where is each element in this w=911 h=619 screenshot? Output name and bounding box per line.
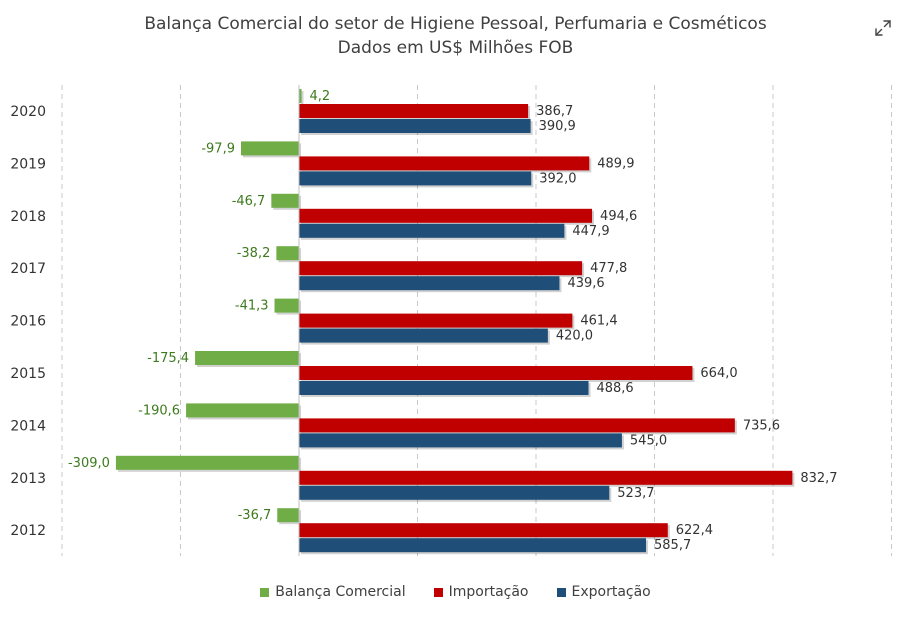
year-label-2018: 2018 — [10, 209, 46, 225]
bar-exportacao-2020[interactable] — [299, 119, 531, 133]
bar-importacao-2015[interactable] — [299, 366, 693, 380]
expand-icon[interactable] — [873, 18, 893, 38]
value-label-balanca-2014: -190,6 — [138, 403, 180, 418]
year-label-2015: 2015 — [10, 366, 46, 382]
bar-balanca-2017[interactable] — [276, 246, 299, 261]
value-label-exportacao-2018: 447,9 — [572, 224, 609, 239]
value-label-exportacao-2014: 545,0 — [630, 433, 667, 448]
year-label-2014: 2014 — [10, 418, 46, 434]
value-label-importacao-2017: 477,8 — [590, 261, 627, 276]
value-label-exportacao-2013: 523,7 — [617, 486, 654, 501]
bar-importacao-2013[interactable] — [299, 470, 793, 485]
bar-importacao-2020[interactable] — [299, 104, 529, 118]
year-label-2013: 2013 — [10, 471, 46, 487]
value-label-importacao-2018: 494,6 — [600, 209, 637, 224]
legend-item-balanca[interactable]: Balança Comercial — [260, 584, 406, 600]
bar-balanca-2012[interactable] — [277, 508, 299, 523]
value-label-exportacao-2019: 392,0 — [539, 171, 576, 186]
value-label-importacao-2012: 622,4 — [676, 523, 713, 538]
legend-swatch-exportacao — [556, 587, 566, 597]
value-label-balanca-2019: -97,9 — [201, 141, 235, 156]
bar-balanca-2019[interactable] — [240, 141, 299, 156]
value-label-importacao-2020: 386,7 — [536, 104, 573, 119]
bar-balanca-2014[interactable] — [186, 403, 299, 418]
bar-balanca-2018[interactable] — [271, 193, 299, 208]
bar-exportacao-2013[interactable] — [299, 485, 610, 500]
bar-importacao-2014[interactable] — [299, 418, 735, 433]
value-label-exportacao-2012: 585,7 — [654, 538, 691, 553]
bar-balanca-2016[interactable] — [274, 298, 299, 313]
value-label-exportacao-2015: 488,6 — [596, 381, 633, 396]
value-label-balanca-2012: -36,7 — [238, 508, 272, 523]
value-label-importacao-2013: 832,7 — [800, 471, 837, 486]
bar-importacao-2017[interactable] — [299, 261, 583, 276]
bar-balanca-2020[interactable] — [299, 89, 302, 103]
value-label-balanca-2016: -41,3 — [235, 299, 269, 314]
bars — [115, 89, 795, 555]
bar-exportacao-2017[interactable] — [299, 276, 560, 291]
value-label-balanca-2015: -175,4 — [147, 351, 189, 366]
bar-importacao-2012[interactable] — [299, 523, 668, 538]
value-label-balanca-2018: -46,7 — [232, 194, 266, 209]
year-label-2012: 2012 — [10, 523, 46, 539]
bar-exportacao-2015[interactable] — [299, 381, 589, 395]
year-label-2017: 2017 — [10, 261, 46, 277]
bar-exportacao-2019[interactable] — [299, 171, 532, 186]
legend-item-importacao[interactable]: Importação — [433, 584, 529, 600]
legend-swatch-importacao — [433, 587, 443, 597]
legend-label-balanca: Balança Comercial — [275, 584, 406, 600]
bar-exportacao-2014[interactable] — [299, 433, 622, 448]
year-label-2016: 2016 — [10, 314, 46, 330]
bar-exportacao-2018[interactable] — [299, 223, 565, 238]
value-label-exportacao-2017: 439,6 — [567, 276, 604, 291]
value-label-balanca-2013: -309,0 — [68, 456, 110, 471]
legend-label-importacao: Importação — [448, 584, 529, 600]
value-label-importacao-2015: 664,0 — [700, 366, 737, 381]
category-axis-labels: 2020 2019 2018 2017 2016 2015 2014 2013 2012 — [10, 104, 46, 539]
bar-exportacao-2016[interactable] — [299, 328, 548, 343]
bar-shadow-balanca-2020 — [301, 91, 304, 105]
bar-importacao-2016[interactable] — [299, 313, 573, 328]
value-label-importacao-2016: 461,4 — [580, 314, 617, 329]
bar-balanca-2015[interactable] — [195, 351, 299, 365]
legend: Balança Comercial Importação Exportação — [0, 584, 911, 600]
value-label-balanca-2017: -38,2 — [237, 246, 271, 261]
value-label-exportacao-2020: 390,9 — [539, 119, 576, 134]
bar-exportacao-2012[interactable] — [299, 538, 647, 553]
legend-swatch-balanca — [260, 587, 270, 597]
chart-title: Balança Comercial do setor de Higiene Pe… — [144, 14, 767, 34]
bar-importacao-2018[interactable] — [299, 208, 593, 223]
year-label-2020: 2020 — [10, 104, 46, 120]
year-label-2019: 2019 — [10, 156, 46, 172]
bar-balanca-2013[interactable] — [115, 455, 299, 470]
bar-importacao-2019[interactable] — [299, 156, 590, 171]
chart-subtitle: Dados em US$ Milhões FOB — [337, 38, 574, 58]
value-label-balanca-2020: 4,2 — [309, 89, 330, 104]
value-label-importacao-2014: 735,6 — [743, 418, 780, 433]
value-label-exportacao-2016: 420,0 — [556, 329, 593, 344]
legend-label-exportacao: Exportação — [571, 584, 651, 600]
legend-item-exportacao[interactable]: Exportação — [556, 584, 651, 600]
value-label-importacao-2019: 489,9 — [597, 156, 634, 171]
